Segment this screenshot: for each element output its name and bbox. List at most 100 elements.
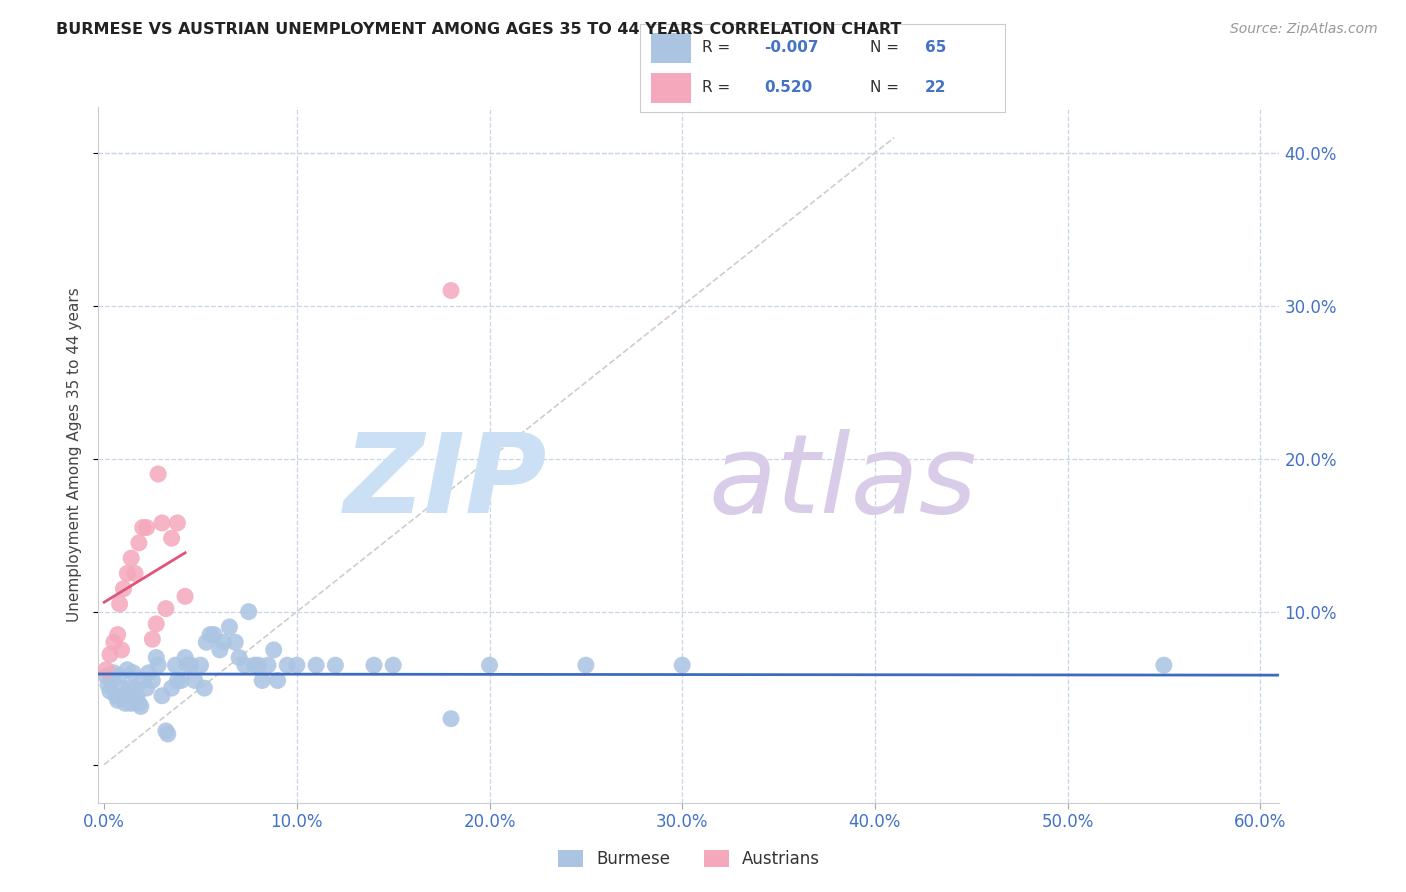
Point <box>135 520 157 534</box>
Point <box>305 658 328 673</box>
Point <box>478 658 501 673</box>
Point <box>120 551 142 566</box>
Point <box>122 665 145 680</box>
Point <box>124 681 146 695</box>
Point <box>135 681 157 695</box>
Legend: Burmese, Austrians: Burmese, Austrians <box>551 843 827 874</box>
Point <box>170 673 193 688</box>
Point <box>108 597 131 611</box>
Point <box>195 635 218 649</box>
Point <box>150 689 173 703</box>
Point <box>243 658 266 673</box>
Text: atlas: atlas <box>709 429 977 536</box>
Point <box>190 658 212 673</box>
Point <box>103 665 125 680</box>
Point <box>112 582 135 596</box>
Point <box>363 658 385 673</box>
Point <box>1153 658 1175 673</box>
Point <box>266 673 288 688</box>
Point <box>208 643 231 657</box>
Point <box>145 650 167 665</box>
Point <box>174 590 197 604</box>
Point <box>129 699 152 714</box>
Point <box>671 658 693 673</box>
Point <box>141 632 163 647</box>
Point <box>101 673 124 688</box>
Point <box>247 658 270 673</box>
Point <box>257 658 280 673</box>
Point <box>94 663 117 677</box>
Point <box>132 673 155 688</box>
Point <box>166 673 188 688</box>
Point <box>166 516 188 530</box>
Point <box>176 658 198 673</box>
Point <box>440 284 463 298</box>
Point <box>112 689 135 703</box>
Point <box>160 531 183 545</box>
Point <box>156 727 179 741</box>
Point <box>212 635 235 649</box>
Point <box>155 601 177 615</box>
Point <box>193 681 215 695</box>
Point <box>325 658 347 673</box>
Point <box>128 536 150 550</box>
Point <box>218 620 240 634</box>
Point <box>276 658 298 673</box>
Text: -0.007: -0.007 <box>763 40 818 55</box>
Point <box>138 665 160 680</box>
Point <box>120 697 142 711</box>
Point <box>146 467 169 481</box>
Point <box>198 627 221 641</box>
Text: 0.520: 0.520 <box>763 80 813 95</box>
Point <box>228 650 250 665</box>
Text: 22: 22 <box>925 80 946 95</box>
Point <box>110 643 132 657</box>
Point <box>155 723 177 738</box>
Point <box>146 658 169 673</box>
Point <box>125 689 148 703</box>
Text: Source: ZipAtlas.com: Source: ZipAtlas.com <box>1230 22 1378 37</box>
Text: N =: N = <box>870 40 898 55</box>
Point <box>107 693 129 707</box>
Point <box>114 697 136 711</box>
Point <box>108 669 131 683</box>
Text: 65: 65 <box>925 40 946 55</box>
Text: N =: N = <box>870 80 898 95</box>
Point <box>128 697 150 711</box>
Point <box>97 678 120 692</box>
Bar <box>651 33 690 62</box>
Point <box>250 673 273 688</box>
Point <box>98 648 121 662</box>
Point <box>132 520 155 534</box>
Point <box>285 658 308 673</box>
Point <box>117 566 139 581</box>
Text: R =: R = <box>702 40 730 55</box>
Point <box>233 658 256 673</box>
Point <box>150 516 173 530</box>
Text: ZIP: ZIP <box>343 429 547 536</box>
Bar <box>651 73 690 103</box>
Text: R =: R = <box>702 80 730 95</box>
Point <box>174 650 197 665</box>
Point <box>382 658 405 673</box>
Point <box>103 635 125 649</box>
Point <box>224 635 246 649</box>
Point <box>107 627 129 641</box>
Point <box>440 712 463 726</box>
Point <box>141 673 163 688</box>
Point <box>118 681 141 695</box>
Point <box>94 669 117 683</box>
Point <box>117 663 139 677</box>
Point <box>180 658 202 673</box>
Point <box>575 658 598 673</box>
Point <box>202 627 225 641</box>
Point <box>124 566 146 581</box>
Point <box>104 689 127 703</box>
Point <box>110 681 132 695</box>
Point <box>238 605 260 619</box>
Point <box>160 681 183 695</box>
Y-axis label: Unemployment Among Ages 35 to 44 years: Unemployment Among Ages 35 to 44 years <box>67 287 83 623</box>
Point <box>165 658 187 673</box>
Text: BURMESE VS AUSTRIAN UNEMPLOYMENT AMONG AGES 35 TO 44 YEARS CORRELATION CHART: BURMESE VS AUSTRIAN UNEMPLOYMENT AMONG A… <box>56 22 901 37</box>
Point <box>184 673 207 688</box>
